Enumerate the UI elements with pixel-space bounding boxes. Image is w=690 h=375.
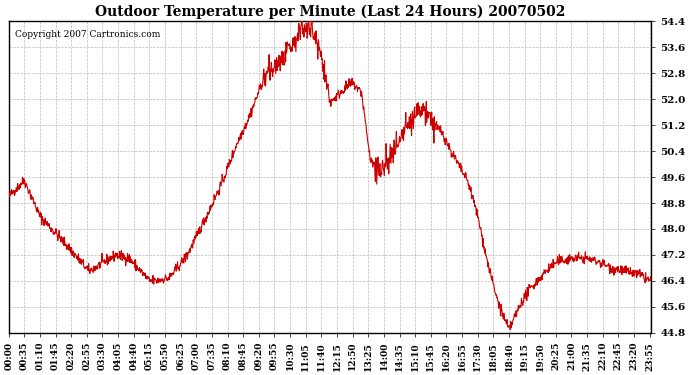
Title: Outdoor Temperature per Minute (Last 24 Hours) 20070502: Outdoor Temperature per Minute (Last 24 … — [95, 4, 565, 18]
Text: Copyright 2007 Cartronics.com: Copyright 2007 Cartronics.com — [15, 30, 161, 39]
